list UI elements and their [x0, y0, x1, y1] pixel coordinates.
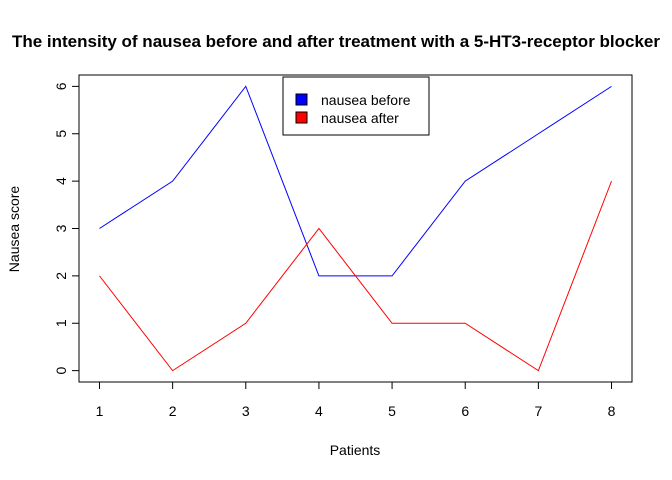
x-tick-label: 3: [242, 403, 250, 419]
y-tick-label: 4: [53, 177, 69, 185]
legend-box: [282, 76, 430, 136]
legend-swatch: [295, 93, 308, 106]
series-layer: [99, 85, 612, 372]
x-tick-label: 7: [534, 403, 542, 419]
x-tick-label: 8: [608, 403, 616, 419]
x-tick-label: 2: [169, 403, 177, 419]
y-tick-label: 3: [53, 224, 69, 232]
y-tick-label: 5: [53, 130, 69, 138]
y-axis: 0 1 2 3 4 5 6: [53, 82, 80, 375]
series-line-after: [99, 180, 612, 372]
x-tick-label: 6: [461, 403, 469, 419]
y-tick-label: 1: [53, 319, 69, 327]
y-axis-label: Nausea score: [6, 186, 22, 273]
x-tick-label: 1: [96, 403, 104, 419]
y-tick-label: 0: [53, 367, 69, 375]
chart-title: The intensity of nausea before and after…: [12, 32, 660, 51]
y-tick-label: 6: [53, 82, 69, 90]
legend: nausea before nausea after: [282, 76, 430, 136]
legend-label: nausea after: [321, 110, 399, 126]
x-tick-label: 5: [388, 403, 396, 419]
legend-label: nausea before: [321, 92, 411, 108]
legend-swatch: [295, 111, 308, 124]
y-tick-label: 2: [53, 272, 69, 280]
x-tick-label: 4: [315, 403, 323, 419]
x-axis: 1 2 3 4 5 6 7 8: [96, 381, 616, 419]
x-axis-label: Patients: [330, 442, 381, 458]
